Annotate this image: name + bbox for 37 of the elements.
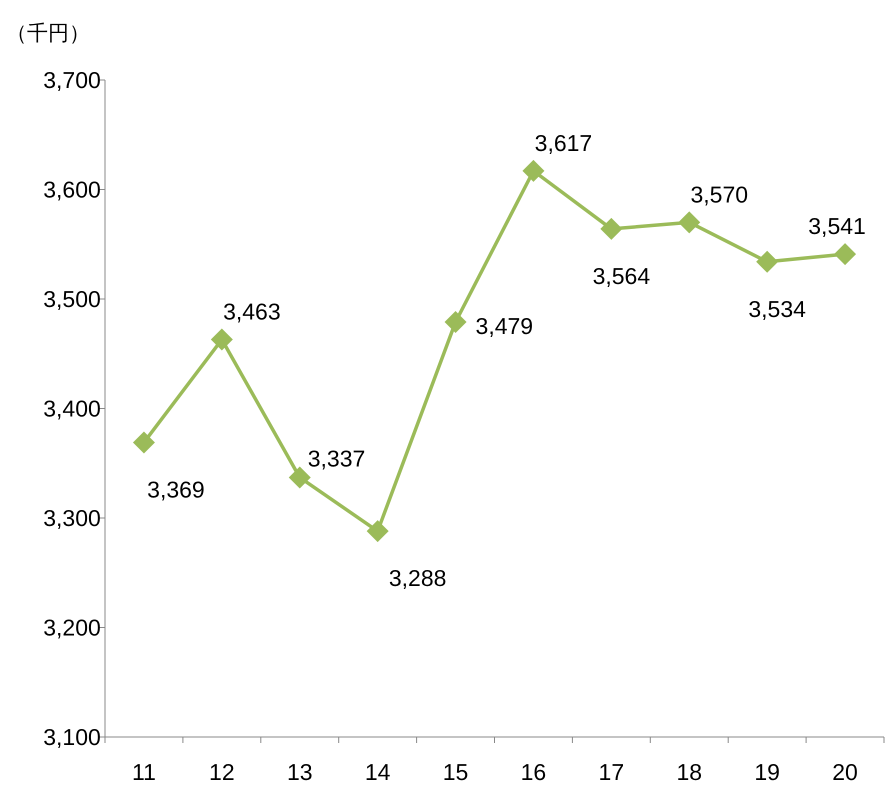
point — [756, 250, 778, 273]
x-tick-label: 15 — [442, 759, 468, 785]
x-tick-label: 11 — [132, 759, 156, 785]
data-label: 3,288 — [388, 565, 446, 592]
y-tick-label: 3,200 — [43, 614, 101, 640]
point — [366, 520, 389, 542]
point — [834, 243, 856, 266]
y-tick-label: 3,500 — [43, 286, 101, 312]
data-label: 3,564 — [592, 262, 650, 289]
data-label: 3,617 — [534, 130, 592, 156]
data-label: 3,570 — [690, 181, 748, 208]
point — [522, 160, 544, 182]
y-axis-title: （千円） — [6, 22, 90, 45]
y-tick-label: 3,700 — [43, 67, 101, 93]
y-tick-label: 3,300 — [43, 505, 101, 531]
point — [678, 211, 700, 234]
data-label: 3,541 — [808, 213, 866, 240]
point — [444, 310, 467, 333]
x-tick-label: 20 — [832, 759, 858, 785]
y-tick-label: 3,100 — [43, 724, 101, 750]
x-tick-label: 12 — [209, 759, 235, 785]
data-label: 3,337 — [308, 445, 366, 472]
y-tick-label: 3,600 — [43, 176, 101, 202]
data-label: 3,369 — [147, 476, 205, 502]
point — [210, 328, 233, 351]
data-label: 3,534 — [748, 296, 806, 322]
x-tick-label: 17 — [598, 759, 624, 785]
x-tick-label: 19 — [754, 759, 780, 785]
data-label: 3,463 — [223, 298, 281, 325]
x-tick-label: 14 — [364, 759, 391, 785]
x-tick-label: 18 — [676, 759, 702, 785]
point — [600, 218, 622, 240]
point — [132, 431, 155, 454]
x-tick-label: 16 — [520, 759, 546, 785]
y-tick-label: 3,400 — [43, 396, 101, 422]
x-tick-label: 13 — [286, 759, 313, 785]
data-label: 3,479 — [476, 312, 534, 339]
